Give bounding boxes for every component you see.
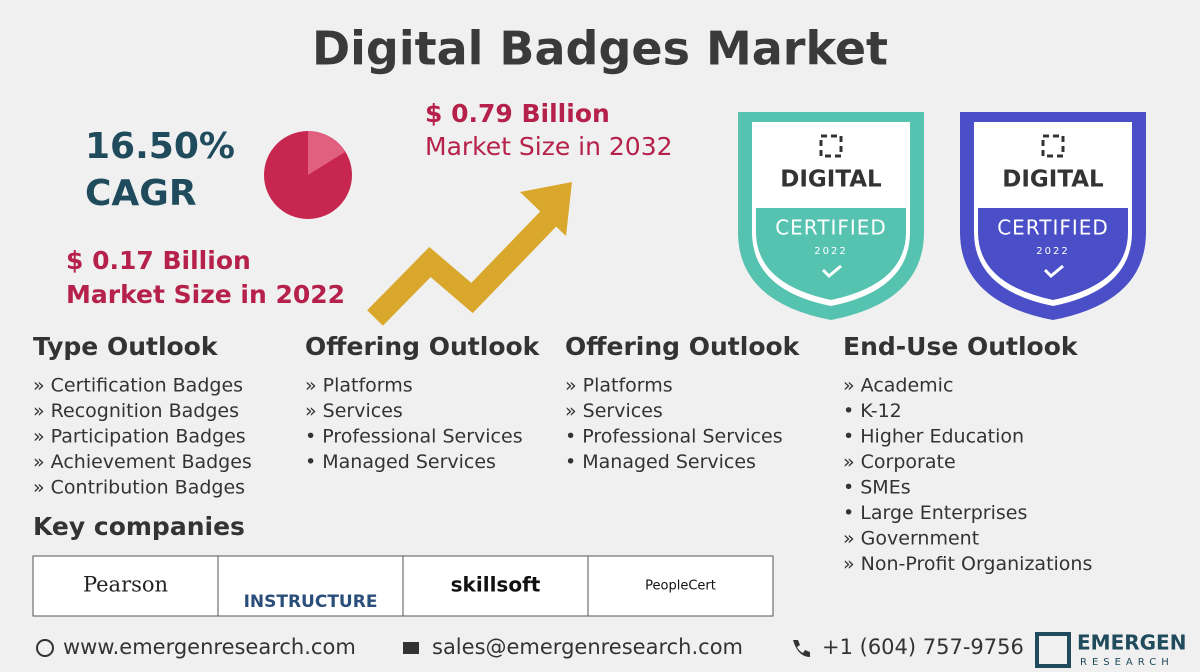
logo-cell bbox=[217, 555, 404, 617]
badge-line3: 2022 bbox=[1036, 246, 1069, 257]
company-logo: PeopleCert bbox=[645, 579, 716, 594]
outlook-item: » Certification Badges bbox=[33, 375, 243, 397]
outlook-item: » Recognition Badges bbox=[33, 400, 239, 422]
badge-line2: CERTIFIED bbox=[775, 216, 887, 240]
badge-check bbox=[1043, 264, 1064, 279]
outlook-heading: Offering Outlook bbox=[305, 332, 541, 361]
outlook-item: » Non-Profit Organizations bbox=[843, 553, 1092, 575]
badge-line2: CERTIFIED bbox=[997, 216, 1109, 240]
outlook-item: » Achievement Badges bbox=[33, 451, 252, 473]
outlook-heading: Type Outlook bbox=[33, 332, 219, 361]
company-logo: INSTRUCTURE bbox=[244, 592, 378, 612]
outlook-item: • Higher Education bbox=[843, 426, 1024, 448]
outlook-heading: End-Use Outlook bbox=[843, 332, 1079, 361]
outlook-item: • Managed Services bbox=[305, 451, 496, 473]
badge-band bbox=[756, 208, 906, 300]
size-2032-label: Market Size in 2032 bbox=[425, 132, 673, 161]
outlook-item: • Managed Services bbox=[565, 451, 756, 473]
arrow-head bbox=[520, 182, 572, 236]
globe-icon bbox=[36, 639, 54, 657]
logo-row: Pearson INSTRUCTURE skillsoft PeopleCert bbox=[32, 555, 774, 617]
outlook-item: • K-12 bbox=[843, 400, 902, 422]
outlook-item: • Professional Services bbox=[565, 426, 783, 448]
outlook-item: » Platforms bbox=[565, 375, 673, 397]
key-companies-heading: Key companies bbox=[33, 512, 245, 541]
outlook-item: » Academic bbox=[843, 375, 953, 397]
outlook-item: • Professional Services bbox=[305, 426, 523, 448]
size-2022-value: $ 0.17 Billion bbox=[66, 246, 251, 275]
badge-line3: 2022 bbox=[814, 246, 847, 257]
company-logo: Pearson bbox=[83, 573, 168, 597]
badge-icon bbox=[819, 134, 843, 158]
outlook-item: » Platforms bbox=[305, 375, 413, 397]
outlook-item: » Corporate bbox=[843, 451, 956, 473]
phone: +1 (604) 757-9756 bbox=[822, 635, 1024, 659]
cagr-label: CAGR bbox=[85, 173, 197, 214]
badge-icon bbox=[1041, 134, 1065, 158]
title: Digital Badges Market bbox=[312, 22, 888, 76]
badge-line1: DIGITAL bbox=[1002, 167, 1104, 193]
cagr-value: 16.50% bbox=[85, 126, 235, 167]
badge-line1: DIGITAL bbox=[780, 167, 882, 193]
logo-cell bbox=[32, 555, 219, 617]
badge-band bbox=[978, 208, 1128, 300]
outlook-item: • Large Enterprises bbox=[843, 502, 1027, 524]
size-2022-label: Market Size in 2022 bbox=[66, 280, 345, 309]
brand: EMERGEN bbox=[1077, 631, 1186, 655]
outlook-item: » Services bbox=[305, 400, 403, 422]
footer: www.emergenresearch.com sales@emergenres… bbox=[36, 631, 1186, 668]
company-logo: skillsoft bbox=[451, 573, 541, 597]
badge-check bbox=[821, 264, 842, 279]
phone-icon bbox=[793, 640, 810, 657]
outlook-heading: Offering Outlook bbox=[565, 332, 801, 361]
website: www.emergenresearch.com bbox=[63, 635, 356, 659]
pie-slice bbox=[308, 131, 345, 175]
badges: DIGITAL CERTIFIED 2022 DIGITAL CERTIFIED 2022 bbox=[738, 112, 1146, 320]
growth-arrow bbox=[367, 204, 563, 326]
brand-icon bbox=[1035, 632, 1071, 668]
outlook-item: » Contribution Badges bbox=[33, 477, 245, 499]
brand-sub: RESEARCH bbox=[1080, 657, 1174, 668]
size-2032-value: $ 0.79 Billion bbox=[425, 99, 610, 128]
outlook-item: » Participation Badges bbox=[33, 426, 246, 448]
outlooks: Type Outlook » Certification Badges » Reco… bbox=[33, 332, 1092, 575]
outlook-item: » Government bbox=[843, 528, 979, 550]
outlook-item: » Services bbox=[565, 400, 663, 422]
email: sales@emergenresearch.com bbox=[432, 635, 743, 659]
mail-icon bbox=[403, 642, 419, 654]
outlook-item: • SMEs bbox=[843, 477, 911, 499]
logo-cell bbox=[587, 555, 774, 617]
